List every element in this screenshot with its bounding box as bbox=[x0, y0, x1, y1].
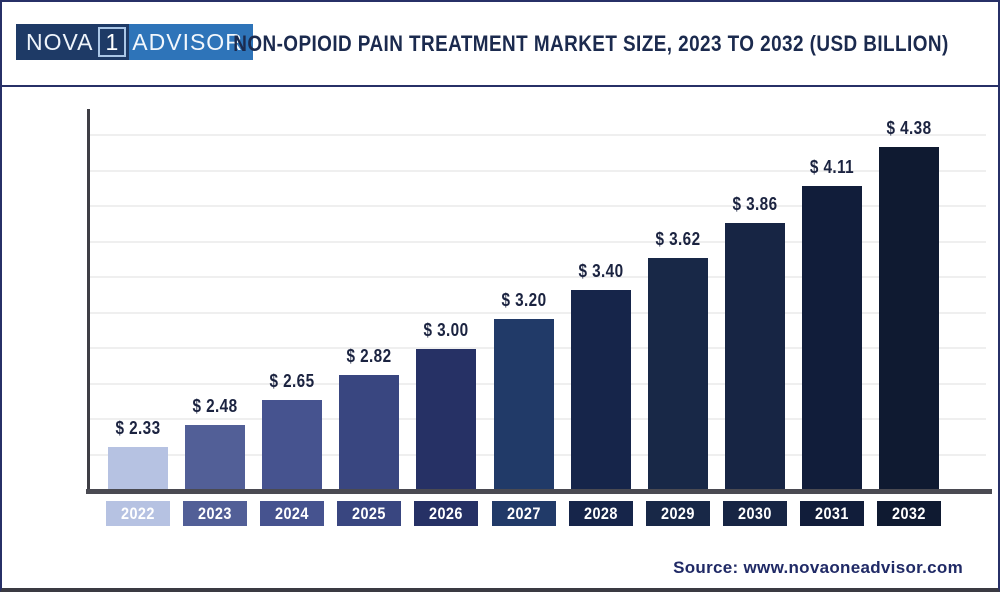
x-tick-label: 2029 bbox=[660, 503, 695, 523]
chart-title-wrap: NON-OPIOID PAIN TREATMENT MARKET SIZE, 2… bbox=[192, 2, 990, 85]
x-tick-label: 2027 bbox=[506, 503, 541, 523]
x-tick-label: 2032 bbox=[892, 503, 926, 523]
bar-value-label-2022: $ 2.33 bbox=[115, 418, 161, 438]
x-tick-2027: 2027 bbox=[491, 501, 556, 526]
bar-2024 bbox=[262, 400, 323, 489]
bar-value-label-2023: $ 2.48 bbox=[192, 396, 238, 416]
bar-2028 bbox=[570, 290, 631, 489]
logo-one-badge: 1 bbox=[98, 27, 127, 57]
x-tick-2030: 2030 bbox=[722, 501, 787, 526]
x-axis-line bbox=[86, 489, 992, 494]
x-tick-2032: 2032 bbox=[877, 501, 941, 526]
x-tick-label: 2028 bbox=[583, 503, 618, 523]
x-tick-label: 2030 bbox=[737, 503, 772, 523]
x-tick-label: 2031 bbox=[814, 503, 849, 523]
x-tick-2029: 2029 bbox=[645, 501, 710, 526]
gridline bbox=[90, 240, 986, 243]
logo-text-nova: NOVA bbox=[26, 29, 94, 55]
bar-2022 bbox=[108, 447, 168, 489]
x-tick-label: 2026 bbox=[429, 503, 464, 523]
x-tick-2026: 2026 bbox=[414, 501, 479, 526]
gridline bbox=[90, 134, 986, 136]
logo-text-advisor: ADVISOR bbox=[132, 29, 243, 55]
bar-value-label-2024: $ 2.65 bbox=[269, 371, 315, 391]
x-tick-label: 2025 bbox=[352, 503, 387, 523]
x-tick-2025: 2025 bbox=[337, 501, 402, 526]
bar-2030 bbox=[724, 223, 785, 489]
nova-one-advisor-logo: NOVA 1 ADVISOR bbox=[16, 24, 253, 60]
bar-value-label-2028: $ 3.40 bbox=[578, 261, 624, 281]
gridline bbox=[90, 311, 986, 314]
y-axis-line bbox=[87, 109, 90, 489]
bar-2023 bbox=[185, 425, 246, 489]
x-tick-2024: 2024 bbox=[260, 501, 325, 526]
header-band: NOVA 1 ADVISOR NON-OPIOID PAIN TREATMENT… bbox=[2, 2, 998, 87]
x-tick-2022: 2022 bbox=[106, 501, 170, 526]
bar-value-label-2029: $ 3.62 bbox=[655, 229, 701, 249]
bar-2032 bbox=[879, 147, 939, 489]
bar-2027 bbox=[493, 319, 554, 489]
chart-title: NON-OPIOID PAIN TREATMENT MARKET SIZE, 2… bbox=[233, 30, 949, 56]
logo-right-segment: ADVISOR bbox=[129, 24, 253, 60]
bar-2031 bbox=[801, 186, 862, 489]
bar-value-label-2032: $ 4.38 bbox=[886, 118, 932, 138]
bar-value-label-2026: $ 3.00 bbox=[423, 320, 469, 340]
x-tick-label: 2024 bbox=[275, 503, 310, 523]
source-credit: Source: www.novaoneadvisor.com bbox=[673, 558, 963, 577]
bar-value-label-2025: $ 2.82 bbox=[346, 346, 392, 366]
x-tick-label: 2022 bbox=[121, 503, 155, 523]
bar-value-label-2030: $ 3.86 bbox=[732, 194, 778, 214]
x-tick-label: 2023 bbox=[198, 503, 233, 523]
gridline bbox=[90, 169, 986, 172]
bar-2026 bbox=[416, 349, 477, 489]
x-tick-2023: 2023 bbox=[183, 501, 248, 526]
logo-left-segment: NOVA 1 bbox=[16, 24, 130, 60]
gridline bbox=[90, 205, 986, 207]
gridline bbox=[90, 276, 986, 278]
bar-2025 bbox=[339, 375, 400, 489]
x-tick-2028: 2028 bbox=[568, 501, 633, 526]
bar-value-label-2031: $ 4.11 bbox=[809, 157, 855, 177]
bar-2029 bbox=[647, 258, 708, 489]
x-tick-2031: 2031 bbox=[799, 501, 864, 526]
bar-value-label-2027: $ 3.20 bbox=[500, 290, 547, 310]
